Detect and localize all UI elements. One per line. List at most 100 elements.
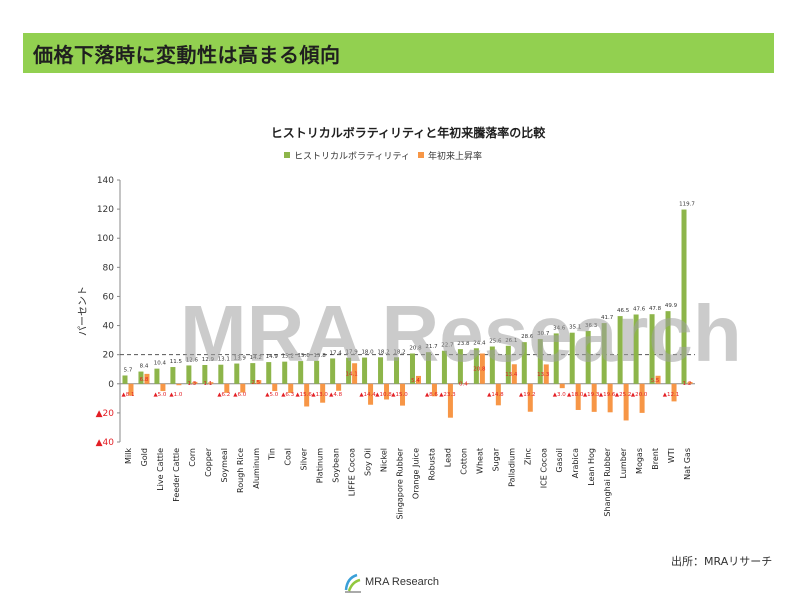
- category-label: Rough Rice: [236, 448, 245, 493]
- bar-volatility: [346, 357, 352, 384]
- bar-volatility: [601, 323, 607, 384]
- data-label-volatility: 23.8: [457, 341, 470, 347]
- data-label-ytd: ▲6.0: [233, 392, 246, 398]
- bar-volatility: [378, 357, 384, 384]
- bar-volatility: [569, 332, 575, 384]
- data-label-ytd: ▲19.6: [599, 392, 616, 398]
- bar-ytd: [559, 383, 565, 389]
- bar-ytd: [320, 383, 326, 403]
- data-label-ytd: 2.5: [251, 380, 260, 386]
- category-label: Lean Hog: [587, 448, 596, 486]
- y-tick-label: 100: [97, 234, 114, 244]
- bar-volatility: [314, 360, 320, 384]
- bar-ytd: [495, 383, 501, 406]
- data-label-ytd: 1.1: [203, 381, 212, 387]
- data-label-volatility: 26.1: [505, 338, 517, 344]
- bar-ytd: [304, 383, 310, 407]
- category-label: Soybean: [332, 448, 341, 483]
- data-label-volatility: 11.5: [170, 359, 183, 365]
- y-tick-label: 140: [97, 176, 114, 186]
- legend-label-1: ヒストリカルボラティリティ: [294, 151, 410, 162]
- data-label-ytd: ▲23.3: [439, 392, 456, 398]
- data-label-volatility: 18.2: [377, 349, 389, 355]
- data-label-volatility: 41.7: [601, 315, 614, 321]
- data-label-ytd: ▲14.4: [359, 392, 376, 398]
- data-label-volatility: 46.5: [617, 308, 630, 314]
- chart-title: ヒストリカルボラティリティと年初来騰落率の比較: [271, 125, 547, 140]
- category-label: LIFFE Cocoa: [348, 448, 357, 496]
- bar-ytd: [368, 383, 374, 405]
- data-label-volatility: 47.8: [649, 306, 662, 312]
- data-label-volatility: 24.4: [473, 340, 486, 346]
- data-label-ytd: ▲4.8: [329, 392, 342, 398]
- bar-volatility: [681, 209, 687, 384]
- category-label: Arabica: [571, 448, 580, 478]
- data-label-ytd: ▲13.0: [311, 392, 328, 398]
- category-label: Milk: [124, 448, 133, 464]
- y-tick-label: ▲40: [96, 438, 115, 448]
- bar-volatility: [521, 342, 527, 384]
- data-label-ytd: ▲8.6: [425, 392, 438, 398]
- bar-ytd: [208, 382, 214, 384]
- bar-volatility: [553, 333, 559, 384]
- data-label-volatility: 35.1: [569, 325, 581, 331]
- category-label: Nat Gas: [683, 448, 692, 480]
- data-label-volatility: 18.2: [393, 349, 405, 355]
- bar-ytd: [192, 381, 198, 384]
- bar-ytd: [176, 383, 182, 386]
- legend-label-2: 年初来上昇率: [428, 150, 482, 162]
- bar-ytd: [447, 383, 453, 418]
- bar-ytd: [384, 383, 390, 400]
- header-banner: 価格下落時に変動性は高まる傾向: [23, 33, 774, 73]
- category-label: Platinum: [316, 448, 325, 483]
- data-label-ytd: 20.8: [473, 367, 486, 373]
- bar-ytd: [431, 383, 437, 397]
- bar-ytd: [591, 383, 597, 412]
- bar-volatility: [633, 314, 639, 384]
- bar-volatility: [250, 363, 256, 384]
- data-label-volatility: 34.6: [553, 325, 566, 331]
- category-label: Lumber: [619, 447, 628, 478]
- bar-ytd: [400, 383, 406, 406]
- bar-ytd: [272, 383, 278, 392]
- data-label-volatility: 49.9: [665, 303, 678, 309]
- data-label-volatility: 15.8: [314, 353, 327, 359]
- bar-ytd: [655, 375, 661, 384]
- bar-volatility: [362, 357, 368, 384]
- bar-ytd: [623, 383, 629, 421]
- bar-volatility: [234, 363, 240, 384]
- category-label: Mogas: [635, 448, 644, 474]
- bar-volatility: [298, 361, 304, 384]
- data-label-volatility: 13.9: [234, 356, 247, 362]
- category-label: Copper: [204, 447, 213, 477]
- category-label: ICE Cocoa: [539, 448, 548, 488]
- bar-volatility: [441, 350, 447, 384]
- bar-ytd: [128, 383, 134, 396]
- data-label-ytd: ▲6.2: [217, 392, 230, 398]
- bar-ytd: [479, 353, 485, 384]
- logo-text: MRA Research: [365, 576, 439, 588]
- data-label-volatility: 5.7: [124, 367, 133, 373]
- bar-volatility: [505, 345, 511, 384]
- data-label-volatility: 28.6: [521, 334, 534, 340]
- data-label-ytd: 1.3: [188, 381, 197, 387]
- bar-volatility: [186, 365, 192, 384]
- category-label: Soy Oil: [364, 448, 373, 476]
- y-tick-label: 60: [103, 292, 115, 302]
- category-label: Shanghai Rubber: [603, 447, 612, 516]
- data-label-ytd: ▲10.8: [375, 392, 392, 398]
- bar-ytd: [607, 383, 613, 413]
- data-label-volatility: 119.7: [679, 202, 695, 208]
- data-label-ytd: 6.8: [140, 377, 149, 383]
- category-label: Brent: [651, 448, 660, 470]
- bar-ytd: [511, 364, 517, 384]
- legend-swatch-2: [418, 152, 424, 158]
- data-label-volatility: 22.7: [441, 343, 454, 349]
- data-label-ytd: 5.4: [411, 378, 420, 384]
- watermark: MRA Research: [180, 289, 742, 378]
- data-label-ytd: ▲8.1: [121, 392, 134, 398]
- category-label: Silver: [300, 447, 309, 470]
- y-tick-label: 20: [103, 351, 115, 361]
- bar-volatility: [457, 349, 463, 384]
